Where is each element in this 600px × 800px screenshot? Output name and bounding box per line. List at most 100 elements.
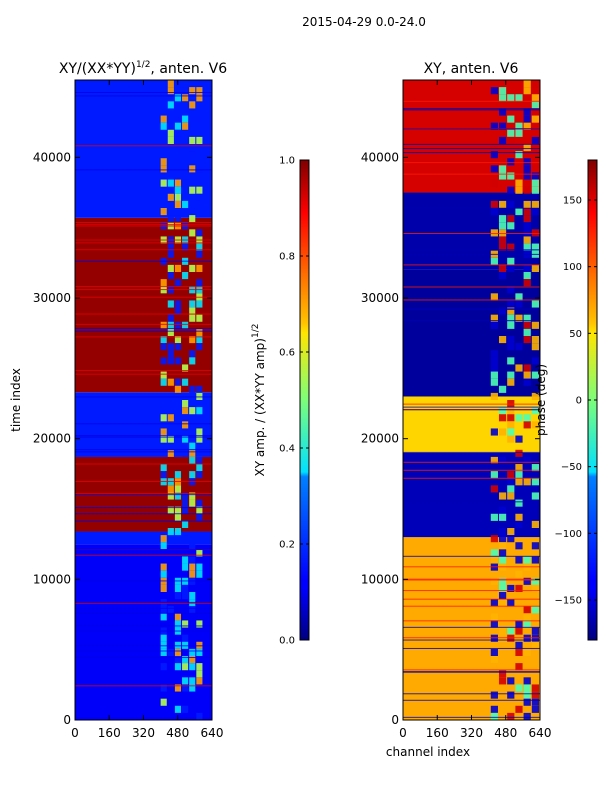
heatmap-cell xyxy=(189,357,196,365)
heatmap-cell xyxy=(160,378,167,386)
heatmap-cell xyxy=(167,414,174,422)
heatmap-cell xyxy=(174,136,182,144)
heatmap-cell xyxy=(160,336,167,344)
heatmap-cell xyxy=(189,471,196,479)
heatmap-cell xyxy=(182,705,189,713)
heatmap-cell xyxy=(523,328,531,336)
heatmap-cell xyxy=(160,158,167,166)
heatmap-stripe xyxy=(403,409,540,411)
colorbar-tick-label: 150 xyxy=(563,196,582,207)
heatmap-cell xyxy=(531,627,539,635)
heatmap-cell xyxy=(498,229,507,237)
heatmap-cell xyxy=(182,634,189,642)
heatmap-cell xyxy=(498,407,507,415)
heatmap-cell xyxy=(490,691,498,699)
heatmap-cell xyxy=(498,243,507,251)
heatmap-cell xyxy=(182,172,189,180)
heatmap-cell xyxy=(498,108,507,116)
heatmap-cell xyxy=(196,471,203,479)
heatmap-region xyxy=(403,192,540,270)
heatmap-cell xyxy=(167,129,174,137)
heatmap-cell xyxy=(507,136,515,144)
heatmap-cell xyxy=(498,456,507,464)
heatmap-stripe xyxy=(403,578,540,580)
heatmap-cell xyxy=(182,677,189,685)
heatmap-cell xyxy=(160,584,167,592)
x-tick-label: 160 xyxy=(426,726,449,740)
heatmap-cell xyxy=(507,314,515,322)
heatmap-cell xyxy=(523,122,531,130)
heatmap-region xyxy=(403,396,540,453)
heatmap-cell xyxy=(174,144,182,152)
heatmap-cell xyxy=(498,385,507,393)
heatmap-cell xyxy=(196,663,203,671)
y-tick-label: 40000 xyxy=(33,150,71,164)
heatmap-cell xyxy=(531,179,539,187)
heatmap-cell xyxy=(531,698,539,706)
heatmap-cell xyxy=(507,400,515,408)
y-tick-label: 20000 xyxy=(361,432,399,446)
heatmap-cell xyxy=(196,328,203,336)
heatmap-cell xyxy=(515,705,523,713)
heatmap-cell xyxy=(531,542,539,550)
heatmap-cell xyxy=(531,691,539,699)
heatmap-stripe xyxy=(75,249,212,251)
heatmap-cell xyxy=(189,129,196,137)
heatmap-cell xyxy=(174,584,182,592)
heatmap-cell xyxy=(167,485,174,493)
heatmap-stripe xyxy=(75,169,212,171)
heatmap-cell xyxy=(174,200,182,208)
heatmap-cell xyxy=(174,592,182,600)
heatmap-cell xyxy=(490,87,498,95)
heatmap-cell xyxy=(531,371,539,379)
heatmap-cell xyxy=(498,165,507,173)
heatmap-cell xyxy=(189,563,196,571)
colorbar-tick-label: −50 xyxy=(561,462,582,473)
heatmap-cell xyxy=(498,215,507,223)
heatmap-cell xyxy=(167,264,174,272)
heatmap-cell xyxy=(515,293,523,301)
colorbar-tick-label: 100 xyxy=(563,262,582,273)
heatmap-cell xyxy=(196,563,203,571)
heatmap-stripe xyxy=(75,330,212,332)
heatmap-cell xyxy=(515,520,523,528)
heatmap-stripe xyxy=(75,95,212,97)
heatmap-cell xyxy=(531,492,539,500)
heatmap-cell xyxy=(498,307,507,315)
y-tick-label: 20000 xyxy=(33,432,71,446)
heatmap-cell xyxy=(174,485,182,493)
heatmap-cell xyxy=(515,129,523,137)
heatmap-cell xyxy=(160,613,167,621)
heatmap-stripe xyxy=(75,580,212,582)
heatmap-cell xyxy=(531,172,539,180)
heatmap-cell xyxy=(160,428,167,436)
heatmap-cell xyxy=(182,499,189,507)
heatmap-stripe xyxy=(403,148,540,150)
heatmap-cell xyxy=(182,535,189,543)
x-tick-label: 480 xyxy=(166,726,189,740)
heatmap-cell xyxy=(490,648,498,656)
heatmap-stripe xyxy=(75,373,212,375)
heatmap-cell xyxy=(160,471,167,479)
heatmap-cell xyxy=(490,321,498,329)
heatmap-cell xyxy=(189,456,196,464)
heatmap-cell xyxy=(523,712,531,720)
heatmap-cell xyxy=(160,435,167,443)
heatmap-cell xyxy=(523,478,531,486)
heatmap-cell xyxy=(531,392,539,400)
heatmap-cell xyxy=(507,478,515,486)
heatmap-cell xyxy=(515,151,523,159)
heatmap-cell xyxy=(523,222,531,230)
heatmap-cell xyxy=(167,492,174,500)
heatmap-cell xyxy=(160,343,167,351)
heatmap-cell xyxy=(507,300,515,308)
heatmap-cell xyxy=(523,556,531,564)
heatmap-cell xyxy=(196,677,203,685)
heatmap-cell xyxy=(507,158,515,166)
heatmap-stripe xyxy=(403,463,540,465)
heatmap-cell xyxy=(523,236,531,244)
heatmap-cell xyxy=(182,620,189,628)
heatmap-cell xyxy=(160,663,167,671)
heatmap-cell xyxy=(174,357,182,365)
